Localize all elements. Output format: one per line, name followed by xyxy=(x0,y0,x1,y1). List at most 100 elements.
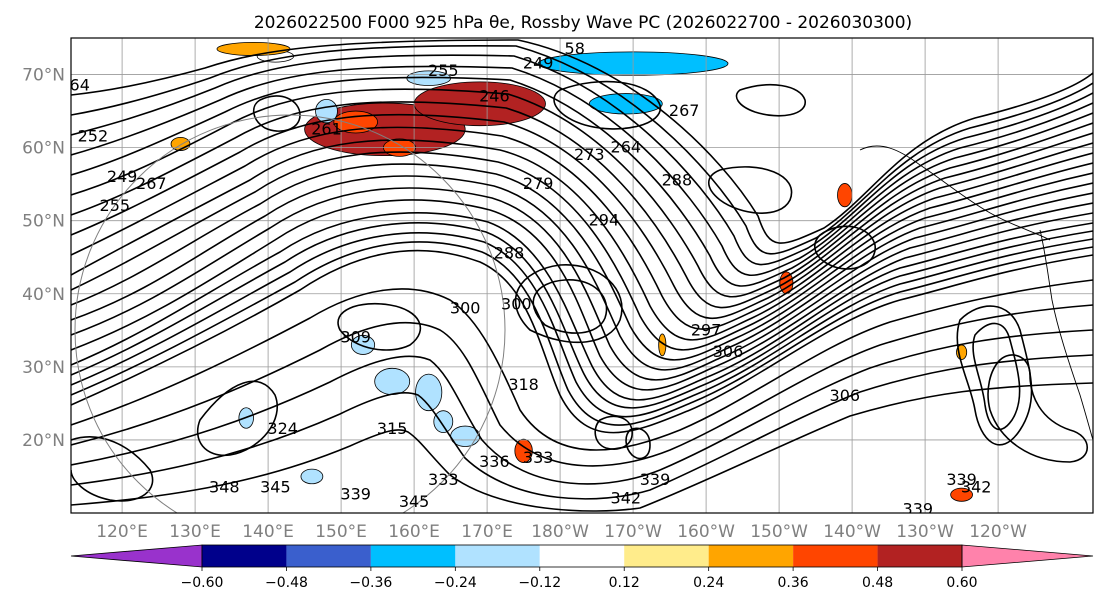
colorbar xyxy=(70,544,1094,571)
colorbar-tick-label: 0.24 xyxy=(693,575,724,591)
contour-label: 339 xyxy=(903,499,934,518)
colorbar-tick-label: 0.36 xyxy=(778,575,809,591)
contour-line xyxy=(553,80,661,130)
lat-tick-label: 20°N xyxy=(22,431,65,451)
lon-tick-label: 130°E xyxy=(169,522,221,542)
colorbar-tick-label: −0.60 xyxy=(181,575,224,591)
contour-line xyxy=(71,163,1093,361)
anomaly-blob-negative xyxy=(415,373,443,412)
contour-label: 300 xyxy=(450,298,481,317)
contour-label: 246 xyxy=(479,86,510,105)
contour-label: 273 xyxy=(574,145,605,164)
coastline-na-west xyxy=(1039,229,1093,441)
map-frame xyxy=(70,37,1094,514)
polar-stereo-outline xyxy=(74,114,506,513)
contour-line xyxy=(71,187,1093,381)
contour-label: 249 xyxy=(523,54,554,73)
contour-line xyxy=(735,84,806,117)
contour-label: 261 xyxy=(311,119,342,138)
contour-labels: 264 252 249 255 267 261 255 246 249 58 267 273 279 26… xyxy=(71,39,992,518)
longitude-labels: 120°E 130°E 140°E 150°E 160°E 170°E 180°… xyxy=(96,522,1027,542)
colorbar-tick-label: −0.48 xyxy=(265,575,308,591)
contour-label: 339 xyxy=(340,485,371,504)
lon-tick-label: 120°W xyxy=(969,522,1027,542)
anomaly-blob-negative xyxy=(433,410,454,434)
lon-tick-label: 150°W xyxy=(750,522,808,542)
contour-line xyxy=(71,212,1093,401)
anomaly-blob-negative xyxy=(374,367,411,396)
contour-label: 333 xyxy=(428,470,459,489)
colorbar-tick-label: −0.12 xyxy=(518,575,561,591)
contour-label: 267 xyxy=(136,174,167,193)
lon-tick-label: 160°E xyxy=(388,522,440,542)
colorbar-tick-label: 0.12 xyxy=(609,575,640,591)
contour-label: 58 xyxy=(565,39,585,58)
contour-label: 342 xyxy=(961,477,992,496)
colorbar-segment xyxy=(877,545,962,567)
colorbar-segment xyxy=(286,545,371,567)
contour-line xyxy=(987,354,1088,463)
contour-label: 306 xyxy=(713,342,744,361)
contour-line xyxy=(71,241,1093,426)
colorbar-tick-label: −0.36 xyxy=(349,575,392,591)
contour-line xyxy=(71,199,1093,391)
contour-label: 255 xyxy=(100,196,131,215)
contour-line xyxy=(196,380,278,457)
lat-tick-label: 40°N xyxy=(22,285,65,305)
contour-label: 297 xyxy=(691,320,722,339)
gridlines xyxy=(71,38,1093,513)
contour-label: 342 xyxy=(611,488,642,507)
contour-line xyxy=(71,382,1093,512)
anomaly-blob-positive xyxy=(333,110,379,134)
colorbar-segment xyxy=(370,545,456,567)
contour-line xyxy=(707,166,793,214)
lat-tick-label: 70°N xyxy=(22,66,65,86)
lat-tick-label: 50°N xyxy=(22,212,65,232)
lon-tick-label: 130°W xyxy=(896,522,954,542)
contour-line xyxy=(71,113,1093,320)
anomaly-blob-negative xyxy=(588,93,663,115)
contour-line xyxy=(972,322,1021,431)
contour-line xyxy=(594,415,633,450)
contour-line xyxy=(252,95,301,132)
contour-line xyxy=(625,427,651,460)
contour-line xyxy=(337,302,422,351)
contour-label: 333 xyxy=(523,448,554,467)
contour-line xyxy=(71,39,1093,244)
contour-label: 324 xyxy=(267,419,298,438)
lon-tick-label: 160°W xyxy=(677,522,735,542)
map-panel: 264 252 249 255 267 261 255 246 249 58 267 273 279 26… xyxy=(70,37,1094,518)
contour-line xyxy=(71,329,1093,485)
contour-line xyxy=(71,436,154,502)
colorbar-tick-labels: −0.60 −0.48 −0.36 −0.24 −0.12 0.12 0.24 … xyxy=(181,575,978,591)
contour-label: 306 xyxy=(830,386,861,405)
colorbar-segment xyxy=(539,545,625,567)
contour-label: 315 xyxy=(377,419,408,438)
map-background xyxy=(71,38,1093,513)
colorbar-segment xyxy=(624,545,709,567)
colorbar-segment xyxy=(793,545,878,567)
anomaly-blob-positive xyxy=(514,438,533,463)
contour-label: 339 xyxy=(946,470,977,489)
contour-label: 339 xyxy=(640,470,671,489)
lon-tick-label: 120°E xyxy=(96,522,148,542)
contour-line xyxy=(71,354,1093,500)
contour-line xyxy=(71,249,1093,434)
colorbar-outline xyxy=(201,544,963,568)
colorbar-tick-label: −0.24 xyxy=(434,575,477,591)
colorbar-tick-label: 0.60 xyxy=(946,575,977,591)
contour-line xyxy=(532,279,608,334)
contour-line xyxy=(71,151,1093,351)
contour-line xyxy=(71,304,1093,467)
contour-label: 264 xyxy=(611,138,642,157)
contour-line xyxy=(814,225,876,270)
contour-label: 288 xyxy=(662,171,693,190)
lon-tick-label: 170°W xyxy=(604,522,662,542)
lon-tick-label: 180°W xyxy=(531,522,589,542)
contour-label: 345 xyxy=(260,477,291,496)
anomaly-blob-positive xyxy=(837,183,853,208)
lat-tick-label: 30°N xyxy=(22,358,65,378)
colorbar-segment xyxy=(202,545,287,567)
colorbar-extend-low xyxy=(70,544,203,568)
chart-title: 2026022500 F000 925 hPa θe, Rossby Wave … xyxy=(254,13,912,33)
